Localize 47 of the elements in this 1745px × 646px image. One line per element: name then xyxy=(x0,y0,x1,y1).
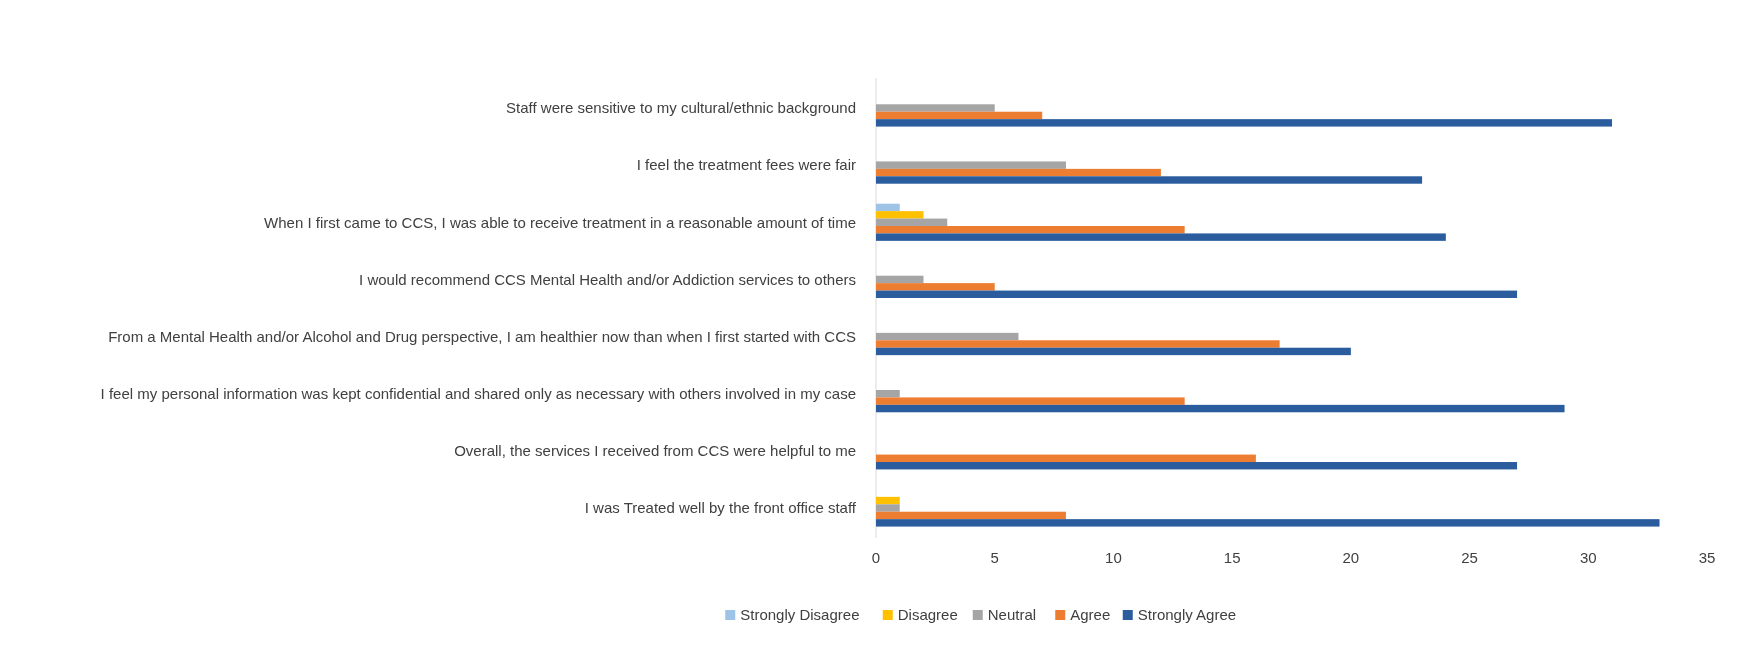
y-tick-label: Overall, the services I received from CCS were helpful to me xyxy=(454,442,856,460)
y-tick-label: I feel the treatment fees were fair xyxy=(636,156,856,174)
bar xyxy=(876,290,1518,298)
bar xyxy=(876,218,948,226)
y-tick-label: When I first came to CCS, I was able to receive treatment in a reasonable amount of time xyxy=(264,213,856,231)
bar xyxy=(876,161,1066,169)
bar xyxy=(876,226,1185,234)
bar xyxy=(876,404,1565,413)
x-tick-label: 0 xyxy=(871,549,881,566)
y-tick-label: I feel my personal information was kept confidential and shared only as necessary with others involved in my case xyxy=(100,384,856,402)
bar xyxy=(876,168,1161,177)
bar xyxy=(876,519,1660,527)
bar xyxy=(876,211,924,219)
bar xyxy=(876,496,900,505)
bar xyxy=(876,454,1256,462)
bar xyxy=(876,397,1185,405)
legend-label: Neutral xyxy=(987,606,1037,623)
bar xyxy=(876,275,924,284)
bar xyxy=(876,340,1280,348)
y-tick-label: I was Treated well by the front office staff xyxy=(584,499,857,517)
x-tick-label: 35 xyxy=(1698,549,1716,566)
x-tick-label: 30 xyxy=(1579,549,1597,566)
x-tick-label: 20 xyxy=(1342,549,1360,566)
bar xyxy=(876,233,1446,241)
legend-label: Strongly Disagree xyxy=(740,606,860,623)
bar xyxy=(876,332,1019,341)
y-tick-label: From a Mental Health and/or Alcohol and Drug perspective, I am healthier now than when I first started with CCS xyxy=(108,327,856,345)
x-tick-label: 25 xyxy=(1461,549,1478,566)
y-tick-label: I would recommend CCS Mental Health and/or Addiction services to others xyxy=(359,270,856,288)
bar xyxy=(876,347,1351,356)
bar xyxy=(876,390,900,398)
bar xyxy=(876,111,1043,120)
x-tick-label: 10 xyxy=(1105,549,1122,566)
y-tick-label: Staff were sensitive to my cultural/ethnic background xyxy=(506,99,856,117)
legend-label: Strongly Agree xyxy=(1137,606,1237,623)
bar xyxy=(876,283,995,291)
bar xyxy=(876,104,995,112)
x-tick-label: 5 xyxy=(990,549,999,566)
bar xyxy=(876,119,1613,127)
bar xyxy=(876,203,900,212)
legend-label: Disagree xyxy=(897,606,958,623)
bar xyxy=(876,511,1066,520)
legend-label: Agree xyxy=(1070,606,1111,623)
bar xyxy=(876,462,1518,470)
bar xyxy=(876,504,900,512)
x-tick-label: 15 xyxy=(1223,549,1241,566)
bar xyxy=(876,176,1423,184)
